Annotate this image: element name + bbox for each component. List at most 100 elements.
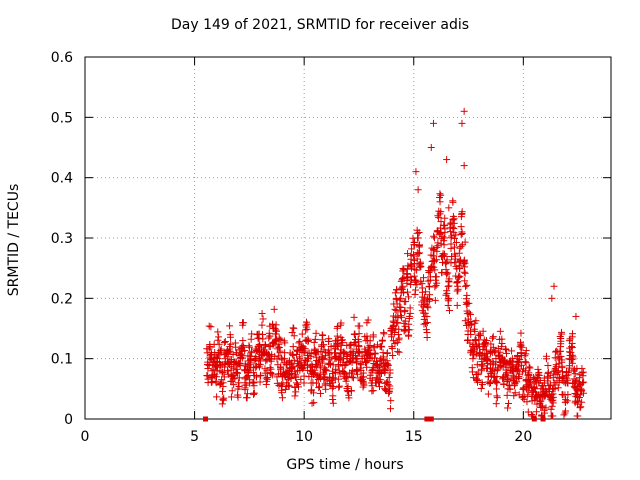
data-point: [232, 343, 240, 351]
data-point: [206, 354, 214, 362]
data-point: [363, 332, 371, 340]
data-point: [204, 364, 212, 372]
data-point: [455, 272, 463, 280]
data-point: [358, 375, 366, 383]
data-point: [367, 351, 375, 359]
data-point: [310, 338, 318, 346]
data-point: [236, 359, 244, 367]
data-point: [354, 335, 362, 343]
data-point: [450, 225, 458, 233]
data-point: [262, 374, 270, 382]
data-point: [422, 326, 430, 334]
data-point-peak: [460, 162, 468, 170]
data-point: [518, 368, 526, 376]
data-point: [356, 348, 364, 356]
data-point: [249, 379, 257, 387]
data-point: [580, 378, 588, 386]
data-point: [426, 295, 434, 303]
data-point: [484, 390, 492, 398]
data-point: [471, 319, 479, 327]
data-point: [401, 322, 409, 330]
data-point: [525, 363, 533, 371]
data-point: [441, 225, 449, 233]
data-point: [226, 322, 234, 330]
data-point: [335, 383, 343, 391]
data-point-peak: [414, 186, 422, 194]
data-point: [267, 355, 275, 363]
data-point: [271, 337, 279, 345]
data-point: [205, 345, 213, 353]
data-point: [316, 383, 324, 391]
data-point: [517, 329, 525, 337]
data-point: [346, 341, 354, 349]
data-point: [514, 367, 522, 375]
data-point: [521, 352, 529, 360]
data-point: [571, 370, 579, 378]
data-point: [562, 398, 570, 406]
data-point: [492, 361, 500, 369]
data-point: [349, 374, 357, 382]
data-point-peak: [412, 168, 420, 176]
data-point: [285, 382, 293, 390]
data-point: [471, 327, 479, 335]
data-point: [334, 322, 342, 330]
data-point: [479, 327, 487, 335]
data-point: [327, 354, 335, 362]
data-point: [348, 347, 356, 355]
data-point: [472, 350, 480, 358]
data-point: [276, 347, 284, 355]
data-point: [420, 293, 428, 301]
data-point: [391, 289, 399, 297]
y-tick-label: 0: [64, 412, 73, 428]
data-point: [353, 359, 361, 367]
data-point: [226, 333, 234, 341]
data-point-peak: [436, 198, 444, 206]
data-point: [380, 330, 388, 338]
data-point: [304, 337, 312, 345]
data-point: [298, 330, 306, 338]
data-point: [517, 361, 525, 369]
data-point: [444, 269, 452, 277]
data-point: [275, 335, 283, 343]
data-point: [348, 373, 356, 381]
data-point: [545, 382, 553, 390]
data-point: [493, 379, 501, 387]
data-point: [234, 369, 242, 377]
data-point: [241, 347, 249, 355]
data-point: [444, 297, 452, 305]
data-point: [431, 257, 439, 265]
data-point: [277, 336, 285, 344]
data-point: [503, 369, 511, 377]
data-point: [284, 375, 292, 383]
data-point: [247, 335, 255, 343]
y-tick-label: 0.6: [51, 50, 73, 66]
x-tick-label: 0: [81, 429, 90, 445]
data-point: [556, 347, 564, 355]
data-point: [345, 394, 353, 402]
data-point: [399, 282, 407, 290]
data-point: [234, 385, 242, 393]
data-point: [547, 405, 555, 413]
data-point: [450, 219, 458, 227]
data-point: [342, 377, 350, 385]
data-point: [239, 354, 247, 362]
data-point: [331, 349, 339, 357]
data-point: [378, 336, 386, 344]
data-point: [530, 383, 538, 391]
data-point: [350, 340, 358, 348]
data-point: [395, 348, 403, 356]
data-point: [256, 355, 264, 363]
data-point: [246, 343, 254, 351]
data-point-peak: [445, 204, 453, 212]
data-point: [411, 290, 419, 298]
data-point: [365, 347, 373, 355]
data-point: [554, 384, 562, 392]
data-point: [447, 234, 455, 242]
data-point: [282, 368, 290, 376]
data-point: [238, 343, 246, 351]
data-point: [457, 213, 465, 221]
data-point: [315, 384, 323, 392]
data-point: [403, 270, 411, 278]
data-point: [410, 260, 418, 268]
data-point: [307, 352, 315, 360]
